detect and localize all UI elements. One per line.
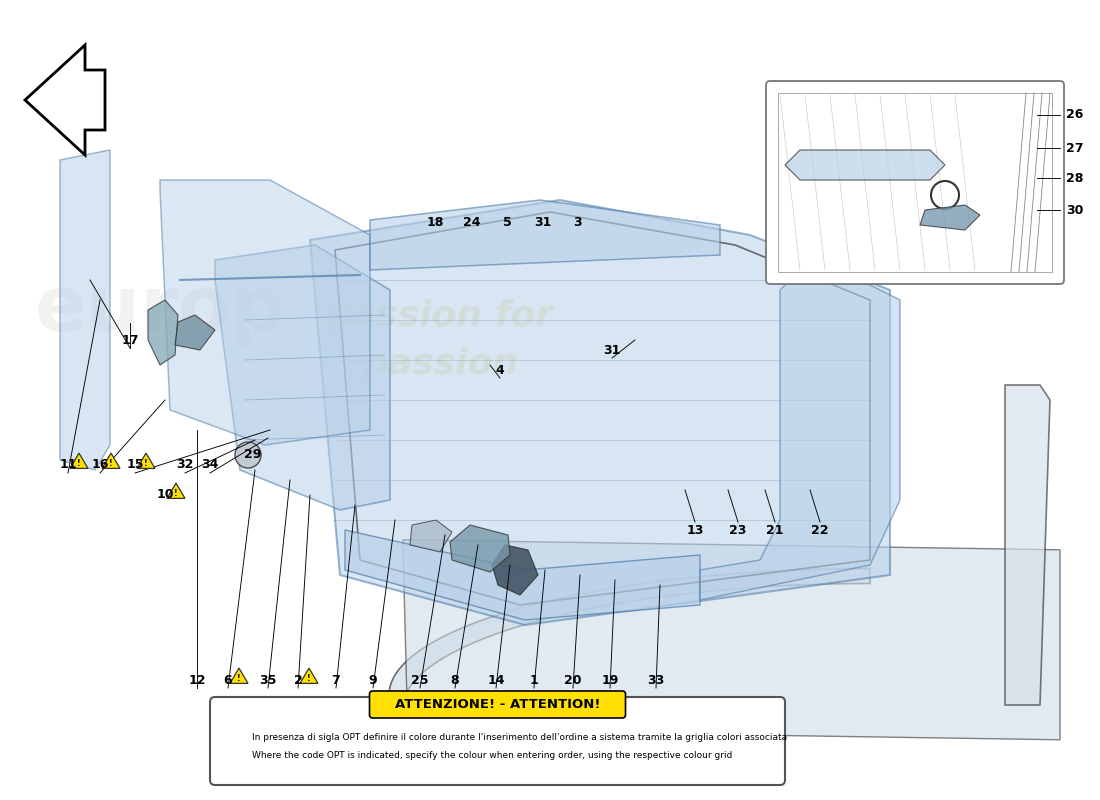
Polygon shape — [1005, 385, 1050, 705]
Text: 16: 16 — [91, 458, 109, 471]
Text: 9: 9 — [368, 674, 377, 686]
Text: 4: 4 — [496, 363, 505, 377]
Polygon shape — [403, 540, 1060, 740]
Text: 6: 6 — [223, 674, 232, 686]
Polygon shape — [785, 150, 945, 180]
FancyBboxPatch shape — [370, 691, 626, 718]
Polygon shape — [214, 245, 390, 510]
Polygon shape — [175, 315, 214, 350]
Text: 34: 34 — [201, 458, 219, 471]
Text: 7: 7 — [331, 674, 340, 686]
Polygon shape — [920, 205, 980, 230]
Text: 17: 17 — [121, 334, 139, 346]
Text: 26: 26 — [1066, 109, 1083, 122]
Text: ATTENZIONE! - ATTENTION!: ATTENZIONE! - ATTENTION! — [395, 698, 601, 711]
Text: europ: europ — [34, 273, 285, 347]
Text: 35: 35 — [260, 674, 277, 686]
Text: 23: 23 — [729, 523, 747, 537]
Text: 15: 15 — [126, 458, 144, 471]
Polygon shape — [60, 150, 110, 470]
Text: !: ! — [232, 738, 235, 747]
Polygon shape — [700, 270, 900, 600]
Text: !: ! — [238, 674, 241, 683]
Text: 21: 21 — [767, 523, 783, 537]
Text: 11: 11 — [59, 458, 77, 471]
Polygon shape — [370, 200, 720, 270]
Polygon shape — [148, 300, 178, 365]
Text: 8: 8 — [451, 674, 460, 686]
Text: 20: 20 — [564, 674, 582, 686]
Text: 10: 10 — [156, 489, 174, 502]
Text: 31: 31 — [535, 215, 552, 229]
Polygon shape — [25, 45, 104, 155]
Text: 28: 28 — [1066, 171, 1083, 185]
Text: Where the code OPT is indicated, specify the colour when entering order, using t: Where the code OPT is indicated, specify… — [252, 751, 733, 761]
Text: 32: 32 — [176, 458, 194, 471]
Text: !: ! — [174, 489, 178, 498]
Text: 22: 22 — [812, 523, 828, 537]
Polygon shape — [345, 530, 700, 620]
Text: !: ! — [307, 674, 311, 683]
FancyBboxPatch shape — [210, 697, 785, 785]
Text: !: ! — [77, 459, 80, 468]
Text: 19: 19 — [602, 674, 618, 686]
Text: 27: 27 — [1066, 142, 1083, 154]
Polygon shape — [310, 200, 890, 625]
Text: 12: 12 — [188, 674, 206, 686]
Text: 5: 5 — [503, 215, 512, 229]
Polygon shape — [492, 545, 538, 595]
Polygon shape — [300, 668, 318, 683]
Text: 14: 14 — [487, 674, 505, 686]
Text: 2: 2 — [294, 674, 302, 686]
Text: 13: 13 — [686, 523, 704, 537]
Polygon shape — [450, 525, 510, 572]
Text: passion for
passion: passion for passion — [327, 299, 553, 381]
Polygon shape — [102, 453, 120, 468]
Text: !: ! — [109, 459, 113, 468]
Polygon shape — [389, 569, 870, 730]
Text: 1: 1 — [529, 674, 538, 686]
Text: 3: 3 — [573, 215, 581, 229]
Polygon shape — [70, 453, 88, 468]
Text: !: ! — [144, 459, 147, 468]
Circle shape — [235, 442, 261, 468]
Text: 30: 30 — [1066, 203, 1083, 217]
Text: 25: 25 — [411, 674, 429, 686]
Polygon shape — [167, 483, 185, 498]
FancyBboxPatch shape — [766, 81, 1064, 284]
Polygon shape — [138, 453, 155, 468]
Polygon shape — [230, 668, 248, 683]
Polygon shape — [160, 180, 370, 445]
Polygon shape — [226, 732, 243, 747]
Text: 29: 29 — [244, 449, 262, 462]
Polygon shape — [410, 520, 452, 552]
Text: 31: 31 — [603, 343, 620, 357]
Text: 33: 33 — [648, 674, 664, 686]
Text: 24: 24 — [463, 215, 481, 229]
Text: 18: 18 — [427, 215, 443, 229]
Text: In presenza di sigla OPT definire il colore durante l'inserimento dell'ordine a : In presenza di sigla OPT definire il col… — [252, 734, 788, 742]
